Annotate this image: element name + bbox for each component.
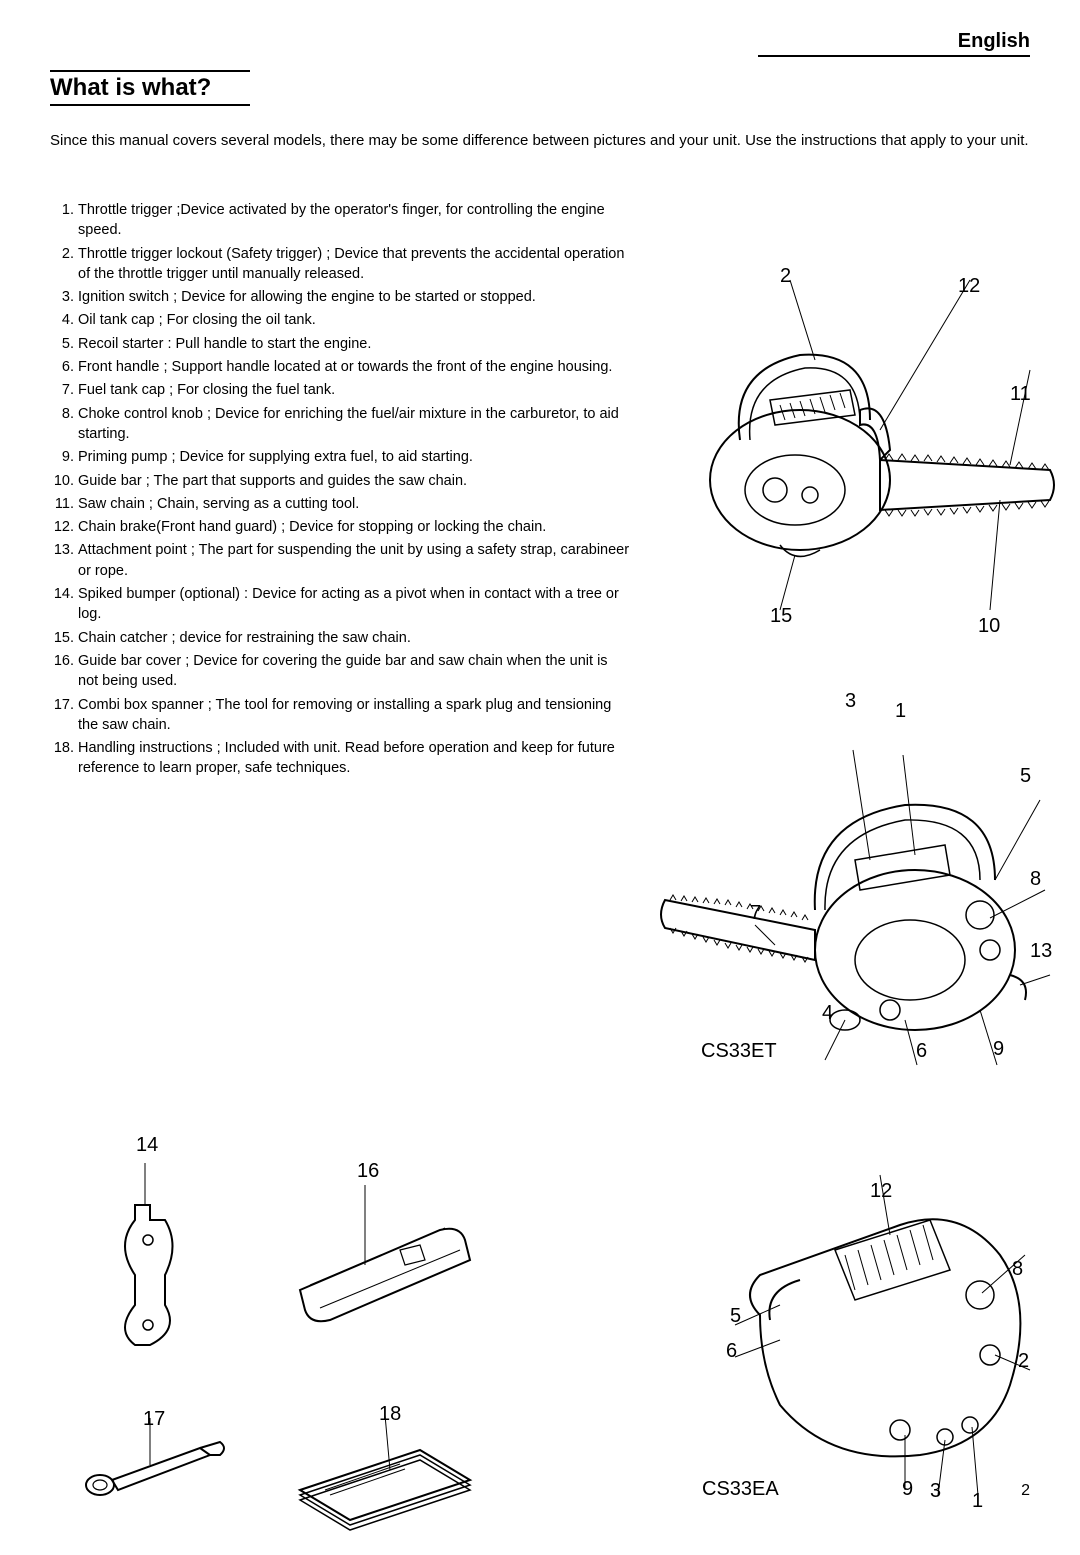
callout-15: 15 <box>770 605 792 628</box>
list-item: Choke control knob ; Device for enrichin… <box>78 404 630 445</box>
callout-14: 14 <box>136 1134 158 1157</box>
model-cs33et: CS33ET <box>701 1040 777 1063</box>
callout-2b: 2 <box>1018 1350 1029 1373</box>
callout-9: 9 <box>993 1038 1004 1061</box>
list-item: Guide bar cover ; Device for covering th… <box>78 651 630 692</box>
callout-13: 13 <box>1030 940 1052 963</box>
callout-7: 7 <box>750 902 761 925</box>
callout-12b: 12 <box>870 1180 892 1203</box>
page-number: 2 <box>1021 1482 1030 1500</box>
diagram-spiked-bumper <box>95 1145 235 1370</box>
list-item: Chain catcher ; device for restraining t… <box>78 628 630 648</box>
callout-17: 17 <box>143 1408 165 1431</box>
callout-11: 11 <box>1010 383 1031 406</box>
list-item: Front handle ; Support handle located at… <box>78 357 630 377</box>
section-title: What is what? <box>50 70 250 106</box>
callout-8: 8 <box>1030 868 1041 891</box>
callout-8b: 8 <box>1012 1258 1023 1281</box>
callout-4: 4 <box>822 1002 833 1025</box>
callout-6: 6 <box>916 1040 927 1063</box>
list-item: Priming pump ; Device for supplying extr… <box>78 447 630 467</box>
callout-3: 3 <box>845 690 856 713</box>
callout-5: 5 <box>1020 765 1031 788</box>
language-label: English <box>758 30 1030 57</box>
list-item: Spiked bumper (optional) : Device for ac… <box>78 584 630 625</box>
callout-16: 16 <box>357 1160 379 1183</box>
model-cs33ea: CS33EA <box>702 1478 779 1501</box>
diagram-chainsaw-right <box>680 260 1060 625</box>
list-item: Attachment point ; The part for suspendi… <box>78 540 630 581</box>
callout-9b: 9 <box>902 1478 913 1501</box>
callout-3b: 3 <box>930 1480 941 1503</box>
callout-10: 10 <box>978 615 1000 638</box>
callout-2: 2 <box>780 265 791 288</box>
callout-1b: 1 <box>972 1490 983 1513</box>
callout-1: 1 <box>895 700 906 723</box>
callout-6b: 6 <box>726 1340 737 1363</box>
intro-text: Since this manual covers several models,… <box>50 130 1030 151</box>
list-item: Fuel tank cap ; For closing the fuel tan… <box>78 380 630 400</box>
callout-18: 18 <box>379 1403 401 1426</box>
list-item: Combi box spanner ; The tool for removin… <box>78 695 630 736</box>
diagram-cs33et <box>645 700 1065 1085</box>
parts-list: Throttle trigger ;Device activated by th… <box>50 200 630 782</box>
callout-5b: 5 <box>730 1305 741 1328</box>
list-item: Chain brake(Front hand guard) ; Device f… <box>78 517 630 537</box>
diagram-guide-bar-cover <box>260 1170 490 1355</box>
list-item: Oil tank cap ; For closing the oil tank. <box>78 310 630 330</box>
list-item: Guide bar ; The part that supports and g… <box>78 471 630 491</box>
list-item: Throttle trigger lockout (Safety trigger… <box>78 244 630 285</box>
list-item: Handling instructions ; Included with un… <box>78 738 630 779</box>
list-item: Ignition switch ; Device for allowing th… <box>78 287 630 307</box>
list-item: Throttle trigger ;Device activated by th… <box>78 200 630 241</box>
list-item: Recoil starter : Pull handle to start th… <box>78 334 630 354</box>
callout-12: 12 <box>958 275 980 298</box>
list-item: Saw chain ; Chain, serving as a cutting … <box>78 494 630 514</box>
